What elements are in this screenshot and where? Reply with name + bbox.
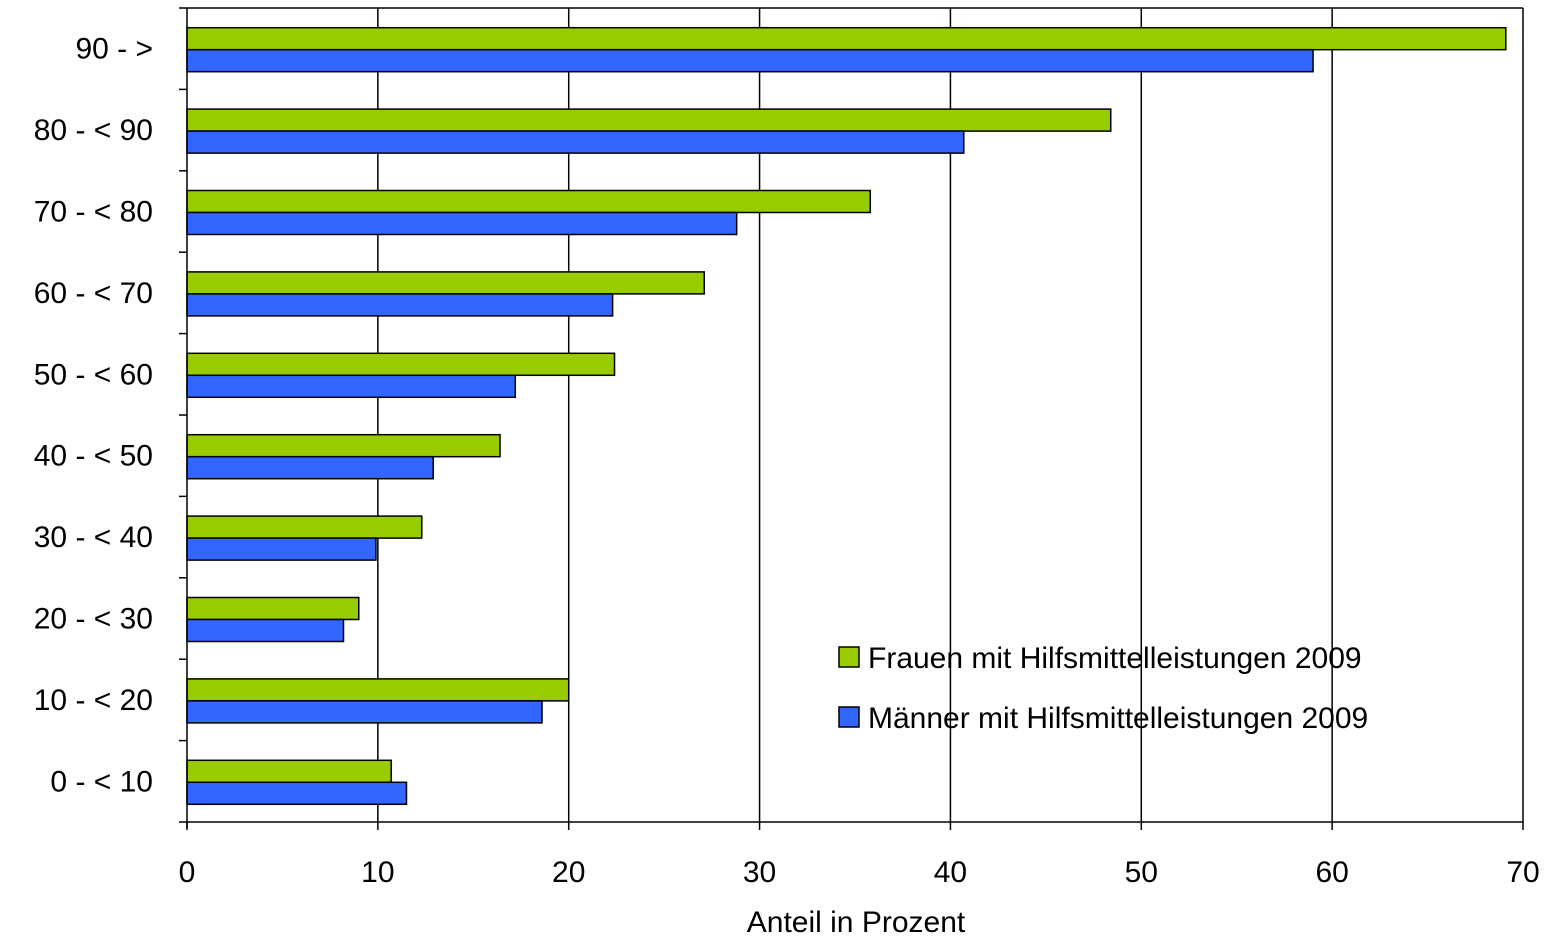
x-tick-label: 0 — [179, 856, 196, 889]
y-tick-label: 40 - < 50 — [34, 440, 153, 473]
bar — [186, 108, 1112, 132]
y-tick-label: 10 - < 20 — [34, 684, 153, 717]
x-tick-label: 10 — [361, 856, 394, 889]
bars — [186, 26, 1507, 806]
bar — [186, 352, 616, 377]
bar — [186, 700, 543, 724]
y-tick-label: 30 - < 40 — [34, 521, 153, 554]
bar — [186, 759, 392, 784]
axes — [179, 7, 1524, 830]
bar — [186, 618, 345, 643]
x-tick-label: 50 — [1125, 856, 1158, 889]
bar — [186, 271, 705, 295]
y-tick-label: 0 - < 10 — [50, 765, 153, 798]
bar — [186, 48, 1314, 73]
bar — [186, 211, 738, 236]
legend-label: Frauen mit Hilfsmittelleistungen 2009 — [868, 642, 1362, 675]
y-tick-labels: 0 - < 10 10 - < 20 20 - < 30 30 - < 40 40 - … — [34, 33, 153, 799]
bar — [186, 26, 1507, 51]
x-tick-labels: 0 10 20 30 40 50 60 70 — [179, 856, 1540, 889]
bar — [186, 455, 434, 480]
bar — [186, 781, 408, 806]
y-tick-label: 90 - > — [75, 33, 153, 66]
x-tick-label: 20 — [552, 856, 585, 889]
y-tick-label: 50 - < 60 — [34, 358, 153, 391]
bar — [186, 433, 501, 458]
bar — [186, 374, 517, 399]
bar — [186, 293, 614, 317]
y-tick-label: 20 - < 30 — [34, 603, 153, 636]
legend-swatch — [838, 706, 860, 728]
bar — [186, 537, 377, 561]
bar — [186, 515, 423, 539]
x-tick-label: 70 — [1506, 856, 1539, 889]
legend-swatch — [838, 646, 860, 668]
y-tick-label: 80 - < 90 — [34, 114, 153, 147]
x-tick-label: 40 — [934, 856, 967, 889]
y-tick-label: 60 - < 70 — [34, 277, 153, 310]
x-tick-label: 60 — [1315, 856, 1348, 889]
x-tick-label: 30 — [743, 856, 776, 889]
bar — [186, 130, 965, 154]
bar — [186, 678, 570, 702]
legend: Frauen mit Hilfsmittelleistungen 2009 Män… — [838, 642, 1368, 735]
bar — [186, 596, 360, 621]
y-tick-label: 70 - < 80 — [34, 196, 153, 229]
bar — [186, 189, 872, 214]
x-axis-title: Anteil in Prozent — [747, 906, 966, 939]
legend-label: Männer mit Hilfsmittelleistungen 2009 — [868, 702, 1368, 735]
